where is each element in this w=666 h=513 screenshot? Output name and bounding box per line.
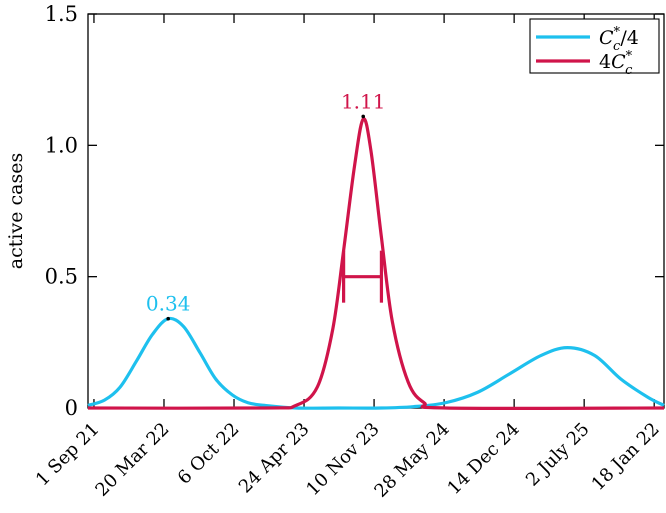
y-tick-label: 0: [65, 396, 78, 420]
x-tick-label: 28 May 24: [370, 419, 453, 502]
x-tick-label: 6 Oct 22: [174, 419, 244, 489]
peak-marker: [361, 114, 366, 119]
series-layer: [87, 117, 665, 410]
series-line-0: [87, 316, 665, 410]
legend-label: 4C* c: [599, 49, 633, 78]
y-axis-label: active cases: [5, 153, 27, 269]
annotation-layer: 0.34 1.11: [146, 89, 386, 321]
y-axis: 0 0.5 1.0 1.5: [45, 2, 664, 420]
y-tick-label: 0.5: [45, 265, 78, 289]
x-tick-label: 18 Jan 22: [588, 419, 664, 495]
y-tick-label: 1.5: [45, 2, 78, 26]
peak-value-label: 1.11: [341, 89, 386, 113]
legend: C* c/44C* c: [529, 18, 660, 78]
x-tick-label: 2 July 25: [522, 419, 594, 491]
x-tick-label: 20 Mar 22: [91, 419, 173, 501]
peak-marker: [166, 316, 170, 321]
x-tick-label: 14 Dec 24: [443, 419, 523, 499]
y-tick-label: 1.0: [45, 133, 78, 157]
series-line-1: [87, 117, 665, 410]
x-tick-label: 1 Sep 21: [32, 419, 104, 491]
legend-label: C* c/4: [599, 25, 639, 54]
legend-box: [529, 18, 660, 74]
peak-value-label: 0.34: [146, 292, 191, 316]
